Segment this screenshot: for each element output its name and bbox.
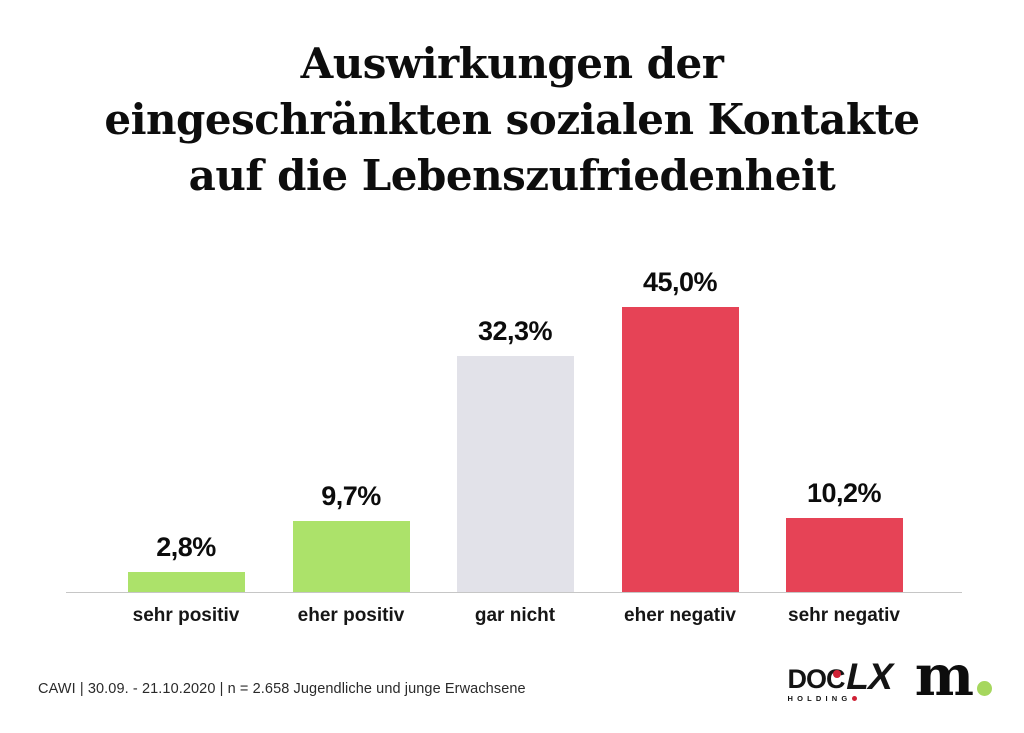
value-label: 45,0% bbox=[642, 267, 718, 297]
page-title-line-2: eingeschränkten sozialen Kontakte bbox=[104, 95, 920, 144]
bar-group-eher-negativ: 45,0% eher negativ bbox=[598, 267, 762, 626]
value-label: 2,8% bbox=[156, 532, 216, 562]
page-title-line-3: auf die Lebenszufriedenheit bbox=[188, 151, 836, 200]
marketagent-logo: m bbox=[914, 643, 992, 709]
bar-gar-nicht bbox=[456, 356, 574, 592]
source-note: CAWI | 30.09. - 21.10.2020 | n = 2.658 J… bbox=[38, 681, 526, 697]
doclx-holding-dot-icon bbox=[852, 696, 858, 701]
x-axis-line bbox=[66, 592, 962, 593]
page-title: Auswirkungen der eingeschränkten soziale… bbox=[0, 36, 1024, 204]
category-label: sehr positiv bbox=[132, 605, 240, 626]
marketagent-logo-green-dot-icon bbox=[977, 681, 992, 696]
bar-group-sehr-negativ: 10,2% sehr negativ bbox=[762, 478, 926, 626]
category-label: sehr negativ bbox=[788, 605, 900, 626]
page-title-line-1: Auswirkungen der bbox=[300, 39, 724, 88]
bar-group-eher-positiv: 9,7% eher positiv bbox=[269, 481, 433, 626]
logo-area: DOC LX HOLDING m bbox=[787, 643, 992, 709]
category-label: eher negativ bbox=[624, 605, 736, 626]
doclx-holding-logo: DOC LX HOLDING bbox=[787, 656, 898, 703]
bar-group-gar-nicht: 32,3% gar nicht bbox=[433, 316, 597, 626]
bar-eher-positiv bbox=[292, 521, 410, 592]
doclx-red-dot-icon bbox=[833, 670, 842, 678]
doclx-logo-lx-text: LX bbox=[843, 656, 898, 697]
value-label: 9,7% bbox=[321, 481, 381, 511]
category-label: eher positiv bbox=[297, 605, 405, 626]
bar-group-sehr-positiv: 2,8% sehr positiv bbox=[104, 532, 268, 626]
bar-eher-negativ bbox=[621, 307, 739, 592]
doclx-logo-holding-text: HOLDING bbox=[787, 694, 852, 703]
category-label: gar nicht bbox=[474, 605, 556, 626]
bar-sehr-positiv bbox=[127, 572, 245, 592]
value-label: 10,2% bbox=[806, 478, 882, 508]
value-label: 32,3% bbox=[477, 316, 553, 346]
bar-sehr-negativ bbox=[785, 518, 903, 592]
marketagent-logo-letter: m bbox=[914, 643, 974, 709]
